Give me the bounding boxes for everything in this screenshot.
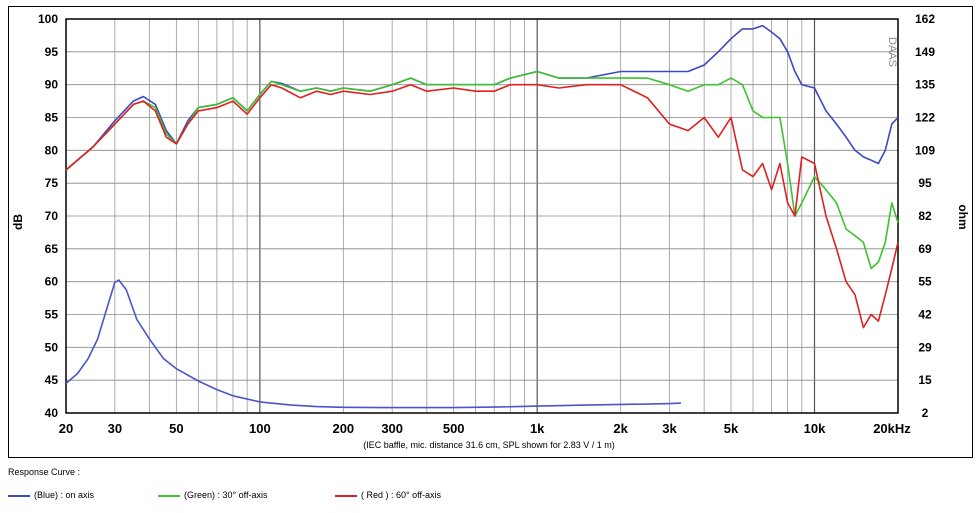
- y-tick-label: 60: [45, 275, 59, 289]
- footnote: (IEC baffle, mic. distance 31.6 cm, SPL …: [363, 440, 615, 450]
- y2-tick-label: 109: [915, 143, 935, 157]
- x-tick-label: 2k: [613, 421, 628, 436]
- series-line: [65, 279, 682, 409]
- y2-tick-label: 15: [918, 373, 932, 387]
- y-tick-label: 50: [45, 340, 59, 354]
- watermark: DAAS: [886, 37, 898, 67]
- y-axis-label: dB: [11, 214, 25, 230]
- y2-tick-label: 149: [915, 45, 935, 59]
- y-tick-label: 95: [45, 45, 59, 59]
- y-tick-label: 55: [45, 308, 59, 322]
- legend-label-blue: (Blue) : on axis: [34, 490, 95, 500]
- y-tick-label: 80: [45, 143, 59, 157]
- y-tick-label: 40: [45, 406, 59, 420]
- series-line: [65, 70, 899, 270]
- y2-tick-label: 82: [918, 209, 932, 223]
- legend-swatch-green: [158, 494, 180, 497]
- y2-tick-label: 162: [915, 12, 935, 26]
- y-tick-label: 45: [45, 373, 59, 387]
- x-tick-label: 30: [108, 421, 122, 436]
- axis-labels: 100 95 90 85 80 75 70 65 60 55 50 45 40 162 149 135 122 1…: [38, 12, 935, 436]
- y2-tick-label: 42: [918, 308, 932, 322]
- chart-frame: 100 95 90 85 80 75 70 65 60 55 50 45 40 162 149 135 122 1…: [8, 6, 973, 458]
- legend-item-green: (Green) : 30° off-axis: [158, 490, 267, 500]
- y2-axis-label: ohm: [956, 204, 970, 229]
- x-tick-label: 5k: [724, 421, 739, 436]
- x-tick-label: 20kHz: [873, 421, 911, 436]
- y2-tick-label: 122: [915, 111, 935, 125]
- y-tick-label: 70: [45, 209, 59, 223]
- plot-border: [65, 18, 899, 414]
- x-tick-label: 50: [169, 421, 183, 436]
- x-tick-label: 200: [332, 421, 354, 436]
- x-tick-label: 100: [249, 421, 271, 436]
- y-tick-label: 75: [45, 176, 59, 190]
- legend-item-blue: (Blue) : on axis: [8, 490, 94, 500]
- legend-swatch-blue: [8, 494, 30, 497]
- x-tick-label: 500: [443, 421, 465, 436]
- legend-item-red: ( Red ) : 60° off-axis: [335, 490, 441, 500]
- y2-tick-label: 2: [922, 406, 929, 420]
- y2-tick-label: 135: [915, 78, 935, 92]
- x-tick-label: 300: [381, 421, 403, 436]
- legend-swatch-red: [335, 494, 357, 497]
- frequency-response-chart: 100 95 90 85 80 75 70 65 60 55 50 45 40 162 149 135 122 1…: [11, 12, 970, 450]
- y2-tick-label: 29: [918, 340, 932, 354]
- y2-tick-label: 69: [918, 242, 932, 256]
- legend-label-green: (Green) : 30° off-axis: [184, 490, 268, 500]
- x-tick-label: 3k: [662, 421, 677, 436]
- y2-tick-label: 55: [918, 275, 932, 289]
- legend-label-red: ( Red ) : 60° off-axis: [361, 490, 441, 500]
- y-tick-label: 100: [38, 12, 58, 26]
- series-line: [65, 83, 899, 329]
- y-tick-label: 85: [45, 111, 59, 125]
- x-tick-label: 20: [59, 421, 73, 436]
- x-tick-label: 1k: [530, 421, 545, 436]
- y-tick-label: 65: [45, 242, 59, 256]
- y-tick-label: 90: [45, 78, 59, 92]
- legend-title: Response Curve :: [8, 467, 81, 477]
- curves: [65, 24, 899, 409]
- x-tick-label: 10k: [804, 421, 826, 436]
- y2-tick-label: 95: [918, 176, 932, 190]
- grid: [65, 18, 899, 414]
